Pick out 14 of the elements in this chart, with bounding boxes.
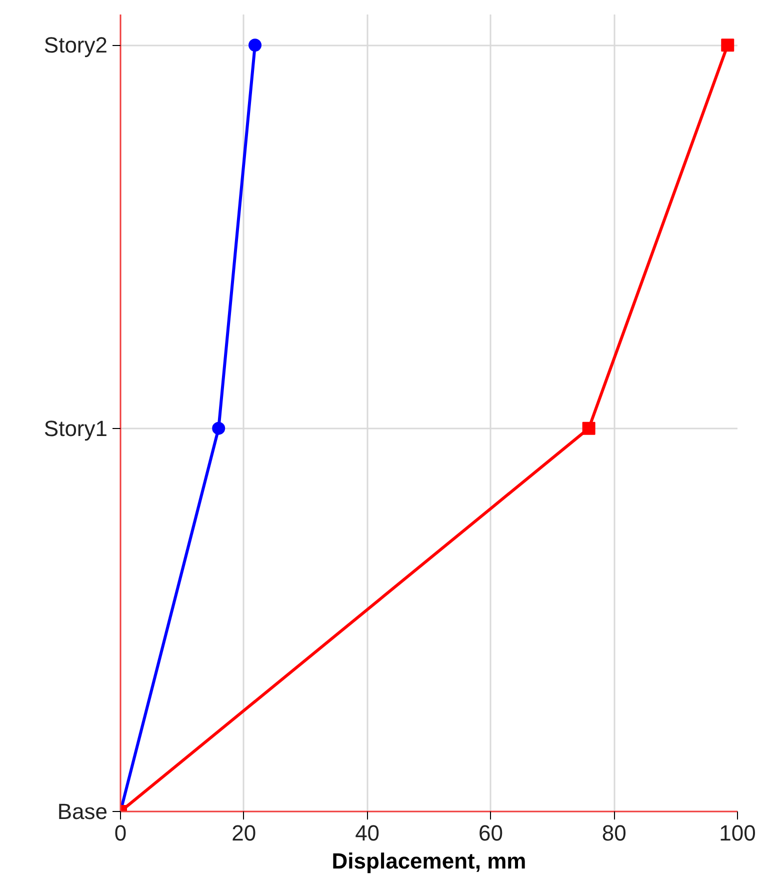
x-tick-label: 0 (114, 820, 127, 846)
y-tick-label: Base (57, 799, 108, 824)
x-tick-label: 100 (719, 820, 756, 846)
y-tick-label: Story2 (44, 32, 108, 58)
point (212, 422, 226, 435)
x-axis-title: Displacement, mm (332, 848, 526, 874)
x-tick-label: 80 (602, 820, 626, 846)
point (582, 422, 596, 435)
y-tick-label: Story1 (44, 416, 108, 441)
x-tick-label: 40 (355, 820, 380, 846)
x-tick-label: 20 (232, 820, 256, 846)
point (721, 38, 734, 52)
x-tick-label: 60 (478, 820, 503, 846)
point (248, 38, 262, 52)
